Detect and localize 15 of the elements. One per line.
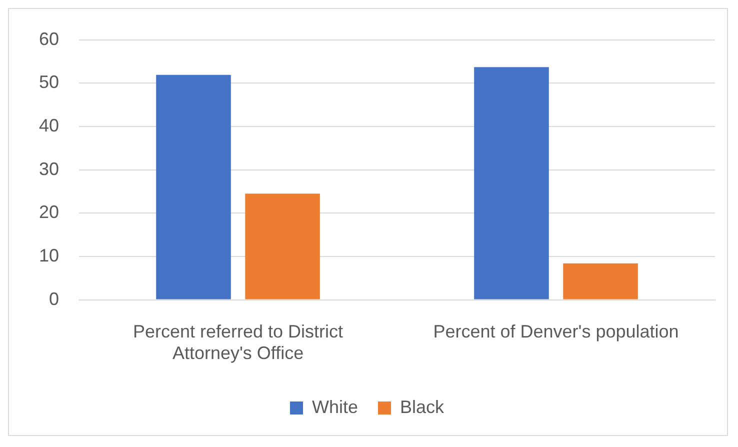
bar <box>474 67 549 300</box>
bar <box>156 74 231 300</box>
y-tick-label: 10 <box>38 245 60 266</box>
x-tick-label: Percent of Denver's population <box>433 322 679 342</box>
y-tick-label: 50 <box>38 72 60 92</box>
legend-label: Black <box>400 396 446 417</box>
y-tick-label: 30 <box>38 158 60 179</box>
y-tick-label: 20 <box>38 202 60 222</box>
x-tick-label: Percent referred to District Attorney's Office <box>132 322 344 364</box>
y-tick-label: 40 <box>38 115 60 136</box>
legend-label: White <box>312 396 358 417</box>
y-tick-label: 60 <box>38 28 60 49</box>
y-tick-label: 0 <box>49 288 60 309</box>
bar <box>563 263 638 300</box>
bar <box>245 194 320 300</box>
